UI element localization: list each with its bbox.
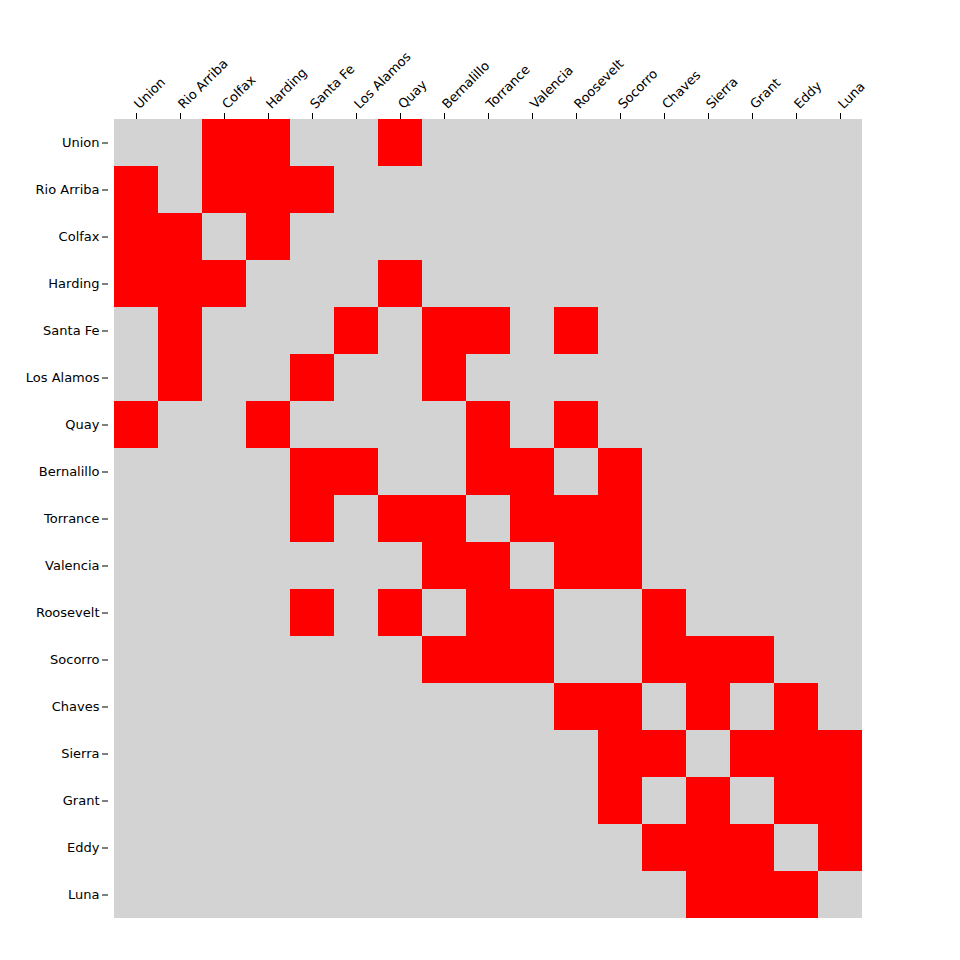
svg-text:Socorro: Socorro bbox=[615, 66, 661, 112]
svg-text:Sierra: Sierra bbox=[703, 74, 741, 112]
svg-text:Luna: Luna bbox=[835, 79, 868, 112]
svg-text:Torrance: Torrance bbox=[43, 511, 100, 526]
svg-text:Bernalillo: Bernalillo bbox=[39, 464, 100, 479]
svg-text:Chaves: Chaves bbox=[52, 699, 100, 714]
svg-text:Union: Union bbox=[62, 135, 100, 150]
svg-text:Los Alamos: Los Alamos bbox=[351, 49, 414, 112]
svg-text:Grant: Grant bbox=[63, 793, 100, 808]
svg-text:Socorro: Socorro bbox=[50, 652, 99, 667]
svg-text:Torrance: Torrance bbox=[482, 62, 533, 113]
svg-text:Colfax: Colfax bbox=[59, 229, 100, 244]
svg-text:Union: Union bbox=[131, 75, 168, 112]
svg-text:Rio Arriba: Rio Arriba bbox=[175, 55, 231, 112]
svg-text:Valencia: Valencia bbox=[527, 63, 576, 112]
svg-text:Luna: Luna bbox=[68, 887, 99, 902]
svg-text:Bernalillo: Bernalillo bbox=[439, 58, 493, 112]
svg-text:Quay: Quay bbox=[395, 77, 430, 112]
svg-text:Grant: Grant bbox=[747, 75, 784, 112]
svg-text:Santa Fe: Santa Fe bbox=[307, 61, 358, 112]
svg-text:Sierra: Sierra bbox=[61, 746, 99, 761]
svg-text:Harding: Harding bbox=[263, 65, 310, 112]
svg-text:Eddy: Eddy bbox=[791, 78, 825, 112]
svg-text:Valencia: Valencia bbox=[45, 558, 99, 573]
svg-text:Roosevelt: Roosevelt bbox=[36, 605, 100, 620]
svg-text:Eddy: Eddy bbox=[67, 840, 100, 855]
svg-text:Los Alamos: Los Alamos bbox=[26, 370, 100, 385]
svg-text:Santa Fe: Santa Fe bbox=[43, 323, 99, 338]
svg-text:Colfax: Colfax bbox=[219, 72, 259, 112]
svg-text:Roosevelt: Roosevelt bbox=[571, 56, 627, 112]
svg-text:Chaves: Chaves bbox=[659, 67, 704, 112]
svg-text:Quay: Quay bbox=[65, 417, 99, 432]
svg-text:Harding: Harding bbox=[48, 276, 99, 291]
svg-text:Rio Arriba: Rio Arriba bbox=[36, 182, 100, 197]
